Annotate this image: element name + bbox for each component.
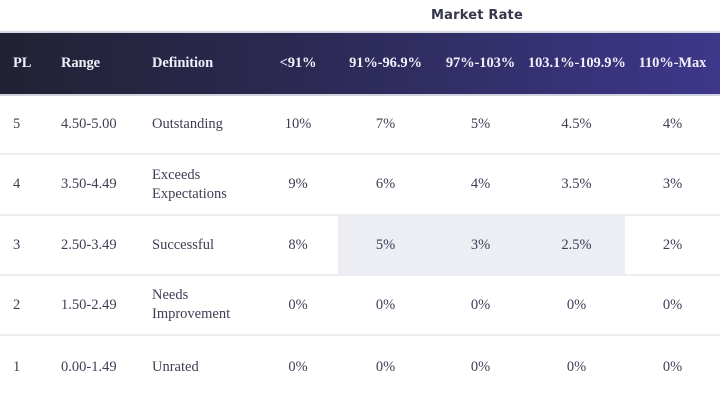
col-header-rate-103-109: 103.1%-109.9% xyxy=(528,31,626,96)
cell-rate-lt91: 8% xyxy=(288,236,308,253)
cell-range: 3.50-4.49 xyxy=(61,176,117,192)
cell-rate-110-max: 0% xyxy=(662,296,683,313)
col-header-rate-97-103: 97%-103% xyxy=(433,31,528,96)
table-header-row: PL Range Definition <91% 91%-96.9% 97%-1… xyxy=(0,31,720,96)
cell-rate-91-96: 0% xyxy=(375,359,396,375)
cell-rate-110-max: 4% xyxy=(662,116,683,132)
col-header-definition: Definition xyxy=(140,31,258,96)
cell-rate-103-109: 0% xyxy=(566,359,587,375)
col-header-rate-91-96: 91%-96.9% xyxy=(338,31,433,96)
cell-pl: 5 xyxy=(13,116,21,132)
table-row-pl3: 3 2.50-3.49 Successful 8% 5% 3% 2.5% 2% xyxy=(0,215,720,275)
market-rate-group-label: Market Rate xyxy=(431,8,523,23)
cell-range: 1.50-2.49 xyxy=(61,296,117,313)
cell-pl: 3 xyxy=(13,236,21,253)
cell-definition: Successful xyxy=(152,236,215,253)
table-row-pl4: 4 3.50-4.49 Exceeds Expectations 9% 6% 4… xyxy=(0,154,720,215)
cell-definition: Exceeds Expectations xyxy=(152,166,227,202)
col-header-rate-110-max: 110%-Max xyxy=(625,31,720,96)
cell-rate-91-96: 7% xyxy=(375,116,396,132)
column-group-band: Market Rate xyxy=(0,0,720,31)
cell-definition: Outstanding xyxy=(152,116,223,133)
table-row-pl5: 5 4.50-5.00 Outstanding 10% 7% 5% 4.5% 4… xyxy=(0,95,720,154)
cell-rate-103-109: 0% xyxy=(566,296,587,313)
cell-rate-110-max: 0% xyxy=(662,359,683,375)
cell-definition: Unrated xyxy=(152,359,199,376)
table-row-pl2: 2 1.50-2.49 Needs Improvement 0% 0% 0% 0… xyxy=(0,275,720,335)
cell-definition: Needs Improvement xyxy=(152,287,231,322)
col-header-rate-lt91: <91% xyxy=(258,31,338,96)
cell-pl: 2 xyxy=(13,296,21,313)
cell-rate-97-103-highlighted: 3% xyxy=(433,215,528,275)
table-row-pl1: 1 0.00-1.49 Unrated 0% 0% 0% 0% 0% xyxy=(0,335,720,399)
cell-rate-lt91: 0% xyxy=(288,296,308,313)
cell-rate-97-103: 5% xyxy=(470,116,491,132)
cell-rate-103-109: 3.5% xyxy=(561,176,592,192)
cell-rate-91-96: 6% xyxy=(375,176,396,192)
col-header-pl: PL xyxy=(0,31,48,96)
cell-rate-97-103: 0% xyxy=(470,296,491,313)
cell-range: 4.50-5.00 xyxy=(61,116,117,132)
cell-rate-97-103: 4% xyxy=(470,176,491,192)
col-header-range: Range xyxy=(48,31,140,96)
cell-rate-lt91: 9% xyxy=(288,176,308,192)
cell-rate-110-max: 2% xyxy=(662,236,683,253)
cell-rate-91-96-highlighted: 5% xyxy=(338,215,433,275)
market-rate-matrix-table: PL Range Definition <91% 91%-96.9% 97%-1… xyxy=(0,31,720,399)
cell-rate-lt91: 0% xyxy=(288,359,308,375)
cell-range: 0.00-1.49 xyxy=(61,359,117,375)
cell-range: 2.50-3.49 xyxy=(61,236,117,253)
cell-rate-103-109: 4.5% xyxy=(561,116,592,132)
cell-rate-103-109-highlighted: 2.5% xyxy=(528,215,625,275)
cell-pl: 1 xyxy=(13,359,21,375)
cell-rate-110-max: 3% xyxy=(662,176,683,192)
cell-rate-97-103: 0% xyxy=(470,359,491,375)
cell-pl: 4 xyxy=(13,176,21,192)
cell-rate-lt91: 10% xyxy=(284,116,312,132)
cell-rate-91-96: 0% xyxy=(375,296,396,313)
